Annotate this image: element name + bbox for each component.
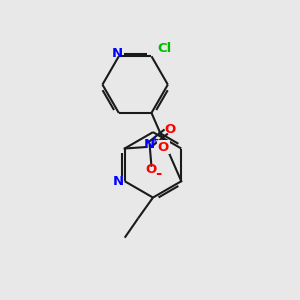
- Text: O: O: [146, 163, 157, 176]
- Text: O: O: [158, 141, 169, 154]
- Text: -: -: [155, 166, 161, 181]
- Text: +: +: [151, 136, 159, 146]
- Text: Cl: Cl: [158, 42, 172, 56]
- Text: O: O: [164, 123, 176, 136]
- Text: N: N: [112, 47, 123, 60]
- Text: N: N: [112, 175, 124, 188]
- Text: N: N: [144, 138, 155, 151]
